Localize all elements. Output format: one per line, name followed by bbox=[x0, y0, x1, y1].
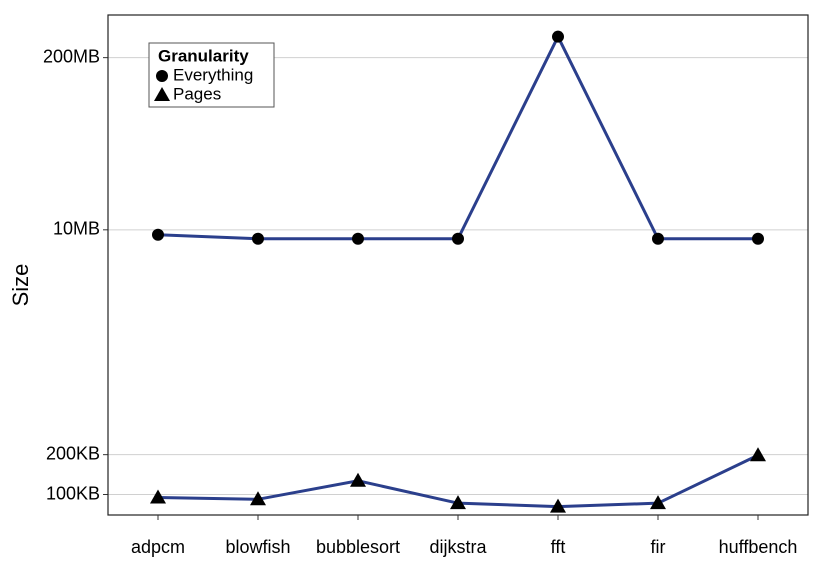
marker bbox=[652, 232, 664, 245]
legend-label: Pages bbox=[173, 84, 221, 103]
legend-title: Granularity bbox=[158, 46, 249, 65]
marker bbox=[550, 498, 566, 513]
x-tick-label: blowfish bbox=[225, 537, 290, 557]
x-tick-label: adpcm bbox=[131, 537, 185, 557]
marker bbox=[450, 495, 466, 510]
y-axis-label: Size bbox=[8, 264, 33, 307]
y-tick-label: 200KB bbox=[46, 443, 100, 463]
marker bbox=[350, 472, 366, 487]
marker bbox=[252, 232, 264, 245]
marker bbox=[250, 491, 266, 506]
marker bbox=[152, 228, 164, 241]
marker bbox=[352, 232, 364, 245]
x-tick-label: fft bbox=[551, 537, 566, 557]
marker bbox=[750, 447, 766, 462]
x-tick-label: huffbench bbox=[719, 537, 798, 557]
marker bbox=[650, 495, 666, 510]
marker bbox=[154, 87, 170, 101]
x-tick-label: bubblesort bbox=[316, 537, 400, 557]
marker bbox=[452, 232, 464, 245]
marker bbox=[150, 489, 166, 504]
legend-box bbox=[148, 42, 275, 108]
marker bbox=[752, 232, 764, 245]
marker bbox=[552, 30, 564, 43]
y-tick-label: 100KB bbox=[46, 483, 100, 503]
y-tick-label: 10MB bbox=[53, 219, 100, 239]
x-tick-label: dijkstra bbox=[429, 537, 487, 557]
y-tick-label: 200MB bbox=[43, 46, 100, 66]
legend-label: Everything bbox=[173, 65, 253, 84]
x-tick-label: fir bbox=[651, 537, 666, 557]
marker bbox=[156, 70, 168, 82]
